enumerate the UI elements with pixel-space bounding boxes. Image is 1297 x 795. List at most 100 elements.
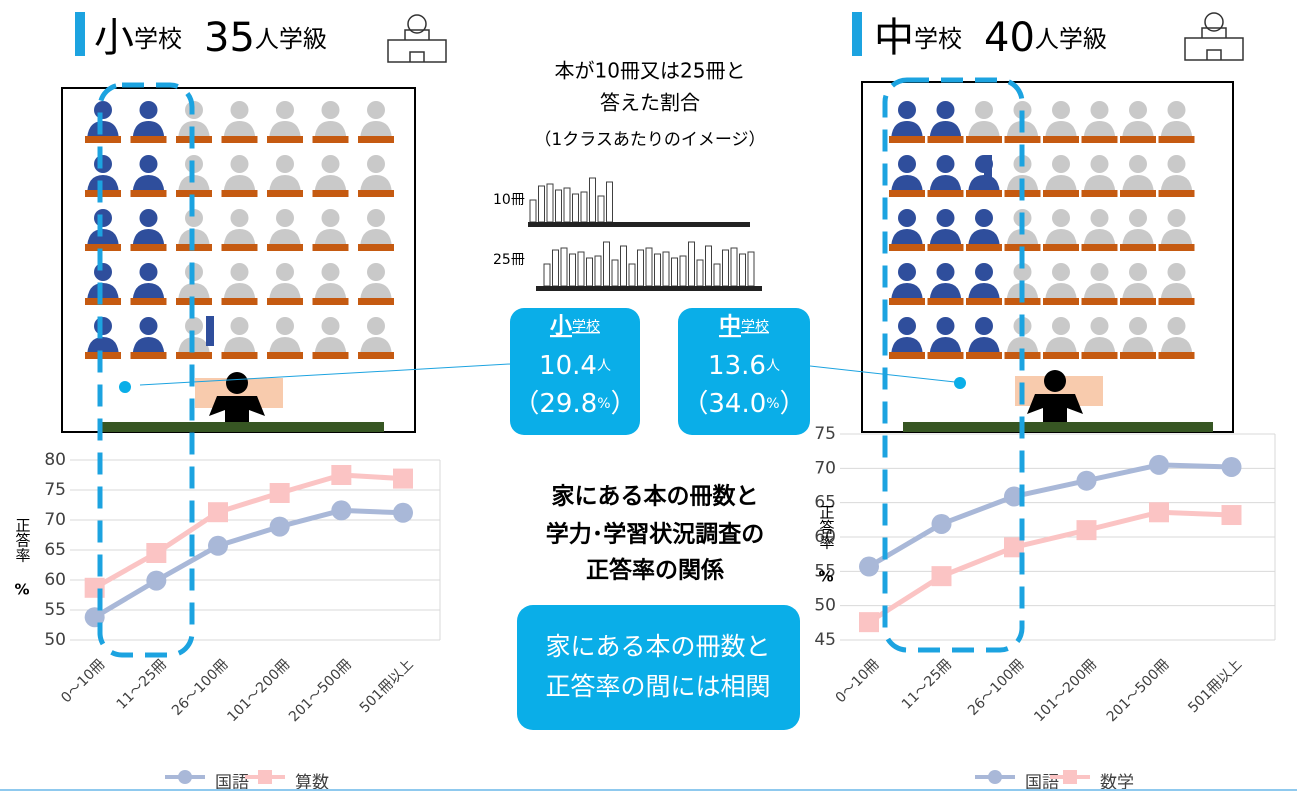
- student-head: [322, 155, 340, 173]
- heading-bar: [852, 12, 862, 56]
- student-head: [94, 155, 112, 173]
- box-school-name: 中: [719, 314, 741, 339]
- data-point: [208, 502, 228, 522]
- conclusion-box: [517, 605, 800, 730]
- data-point: [932, 566, 952, 586]
- student-head: [898, 155, 916, 173]
- mini-bar: [607, 182, 613, 222]
- box-rate-value: 29.8: [539, 389, 597, 419]
- mini-baseline: [536, 286, 762, 291]
- student-head: [975, 101, 993, 119]
- desk: [267, 190, 303, 197]
- mini-bar: [547, 184, 553, 222]
- box-count-value: 10.4: [539, 351, 597, 381]
- mini-bar: [573, 194, 579, 222]
- mini-bar: [587, 258, 593, 286]
- desk: [1159, 190, 1195, 197]
- series-line: [95, 475, 403, 588]
- student-head: [1091, 101, 1109, 119]
- desk: [131, 352, 167, 359]
- y-axis-label: 正答率: [14, 518, 32, 563]
- page: { "left_heading": {"school": "小", "suffi…: [0, 0, 1297, 795]
- student-head: [276, 101, 294, 119]
- desk: [267, 298, 303, 305]
- mini-bar: [646, 248, 652, 286]
- student-head: [140, 101, 158, 119]
- desk: [358, 190, 394, 197]
- desk: [85, 136, 121, 143]
- box-rate-value: 34.0: [708, 389, 766, 419]
- desk: [222, 352, 258, 359]
- desk: [966, 298, 1002, 305]
- desk: [1043, 244, 1079, 251]
- desk: [1082, 352, 1118, 359]
- student-head: [231, 101, 249, 119]
- center-line: 答えた割合: [600, 91, 700, 115]
- student-head: [937, 263, 955, 281]
- desk: [1082, 190, 1118, 197]
- student-head: [140, 263, 158, 281]
- student-head: [94, 209, 112, 227]
- legend-marker: [988, 770, 1002, 784]
- student-head: [322, 101, 340, 119]
- mini-bar: [578, 252, 584, 286]
- desk: [1159, 298, 1195, 305]
- desk: [313, 136, 349, 143]
- student-head: [1129, 155, 1147, 173]
- student-head: [1052, 155, 1070, 173]
- student-head: [367, 101, 385, 119]
- legend-marker: [178, 770, 192, 784]
- x-tick-label: 0～10冊: [58, 656, 108, 706]
- y-tick-label: 55: [44, 600, 66, 620]
- desk: [1082, 136, 1118, 143]
- center-line: （1クラスあたりのイメージ）: [534, 130, 765, 150]
- box-school-suffix: 学校: [741, 319, 769, 335]
- mini-bar: [621, 246, 627, 286]
- mini-bar: [629, 264, 635, 286]
- y-tick-label: 65: [44, 540, 66, 560]
- student-head: [937, 101, 955, 119]
- mini-baseline: [528, 222, 750, 227]
- y-axis-label: 正答率: [818, 505, 836, 550]
- x-tick-label: 101～200冊: [1031, 656, 1100, 725]
- student-head: [94, 101, 112, 119]
- desk: [131, 298, 167, 305]
- box-open: （: [513, 389, 539, 419]
- mini-bar: [581, 192, 587, 222]
- student-head: [1091, 209, 1109, 227]
- desk: [1043, 298, 1079, 305]
- mini-bar: [561, 248, 567, 286]
- desk: [966, 244, 1002, 251]
- desk: [889, 190, 925, 197]
- desk: [1043, 352, 1079, 359]
- desk: [1005, 136, 1041, 143]
- student-head: [898, 209, 916, 227]
- student-head: [367, 317, 385, 335]
- infographic: 小学校35人学級 中学校40人学級 本が10冊又は25冊と 答えた割合 （1クラ…: [0, 0, 1297, 795]
- desk: [1120, 352, 1156, 359]
- heading-unit: 人学級: [1035, 25, 1107, 53]
- student-head: [1052, 209, 1070, 227]
- desk: [1043, 190, 1079, 197]
- desk: [358, 244, 394, 251]
- desk: [313, 244, 349, 251]
- desk: [131, 136, 167, 143]
- mini-bar: [740, 254, 746, 286]
- student-head: [231, 155, 249, 173]
- heading-school: 中: [874, 15, 914, 61]
- desk: [358, 352, 394, 359]
- data-point: [1077, 471, 1097, 491]
- x-tick-label: 101～200冊: [224, 656, 293, 725]
- student-head: [367, 155, 385, 173]
- y-tick-label: 75: [44, 480, 66, 500]
- desk: [889, 136, 925, 143]
- y-tick-label: 50: [814, 596, 836, 616]
- heading-school: 小: [94, 15, 134, 61]
- legend-marker: [258, 770, 272, 784]
- mini-bar: [570, 254, 576, 286]
- pointer-dot: [119, 381, 131, 393]
- mini-bar: [604, 242, 610, 286]
- student-head: [975, 317, 993, 335]
- desk: [1120, 190, 1156, 197]
